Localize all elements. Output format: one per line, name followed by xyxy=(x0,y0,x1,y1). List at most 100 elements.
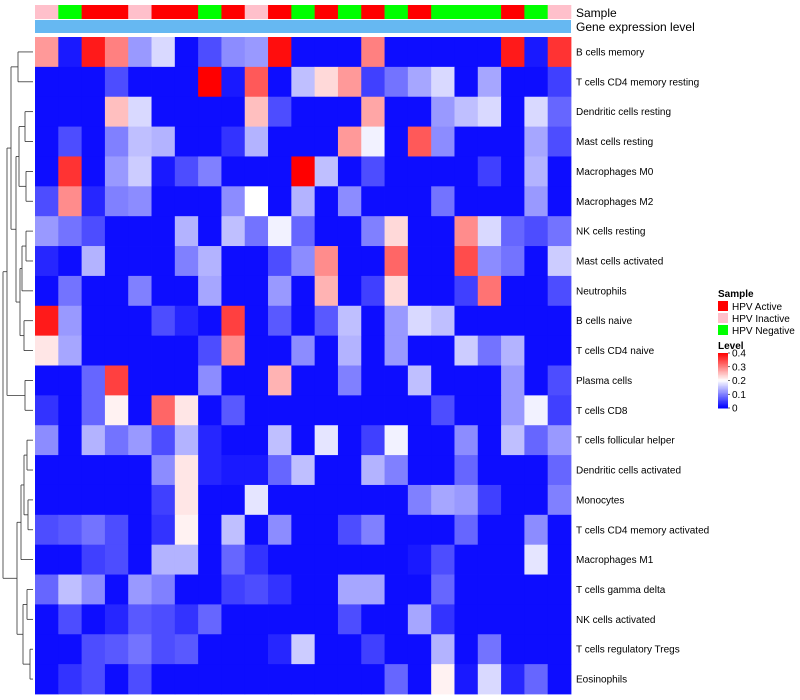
heatmap-cell xyxy=(337,425,362,456)
heatmap-cell xyxy=(431,425,455,456)
heatmap-cell xyxy=(501,365,525,396)
heatmap-cell xyxy=(128,335,152,366)
heatmap-cell xyxy=(337,574,362,605)
heatmap-cell xyxy=(384,246,409,277)
heatmap-cell xyxy=(337,216,362,247)
heatmap-cell xyxy=(58,664,83,695)
row-label: Dendritic cells activated xyxy=(576,466,681,477)
heatmap-cell xyxy=(384,96,409,127)
heatmap-cell xyxy=(174,66,199,98)
heatmap-cell xyxy=(268,37,292,68)
heatmap-cell xyxy=(337,484,362,516)
heatmap-cell xyxy=(361,275,385,307)
heatmap-cell xyxy=(291,305,316,337)
heatmap-cell xyxy=(128,514,152,546)
heatmap-cell xyxy=(104,365,129,396)
sample-legend-label: HPV Active xyxy=(732,302,782,313)
heatmap-cell xyxy=(361,96,385,127)
row-label: B cells memory xyxy=(576,47,644,58)
level-gradient-step xyxy=(718,369,728,372)
heatmap-cell xyxy=(198,96,222,127)
heatmap-cell xyxy=(547,126,572,157)
heatmap-cell xyxy=(454,216,479,247)
heatmap-cell xyxy=(221,126,246,157)
heatmap-cell xyxy=(104,484,129,516)
heatmap-cell xyxy=(407,246,432,277)
heatmap-cell xyxy=(268,544,292,575)
level-gradient-step xyxy=(718,392,728,395)
heatmap-cell xyxy=(268,604,292,635)
heatmap-cell xyxy=(58,156,83,187)
heatmap-cell xyxy=(151,365,176,396)
heatmap-cell xyxy=(268,395,292,426)
heatmap-cell xyxy=(81,216,106,247)
heatmap-cell xyxy=(291,574,316,605)
level-gradient-step xyxy=(718,364,728,366)
heatmap-cell xyxy=(431,156,455,187)
level-gradient-step xyxy=(718,386,728,388)
heatmap-cell xyxy=(198,514,222,546)
heatmap-cell xyxy=(198,574,222,605)
heatmap-cell xyxy=(268,365,292,396)
heatmap-cell xyxy=(151,156,176,187)
heatmap-cell xyxy=(524,664,549,695)
level-legend-title: Level xyxy=(718,341,744,352)
heatmap-cell xyxy=(361,574,385,605)
heatmap-cell xyxy=(221,96,246,127)
heatmap-cell xyxy=(104,66,129,98)
heatmap-cell xyxy=(291,335,316,366)
heatmap-cell xyxy=(221,425,246,456)
heatmap-cell xyxy=(35,365,59,396)
sample-annotation-cell xyxy=(81,5,106,19)
heatmap-cell xyxy=(384,544,409,575)
heatmap-cell xyxy=(501,634,525,665)
heatmap-cell xyxy=(291,96,316,127)
row-label: B cells naive xyxy=(576,316,633,327)
heatmap-cell xyxy=(151,604,176,635)
heatmap-cell xyxy=(407,335,432,366)
heatmap-cell xyxy=(221,66,246,98)
heatmap-cell xyxy=(174,455,199,486)
heatmap-cell xyxy=(268,574,292,605)
heatmap-cell xyxy=(128,216,152,247)
heatmap-cell xyxy=(361,335,385,366)
heatmap-cell xyxy=(104,395,129,426)
heatmap-cell xyxy=(221,216,246,247)
level-tick-label: 0 xyxy=(732,404,738,415)
heatmap-cell xyxy=(314,544,339,575)
heatmap-cell xyxy=(501,156,525,187)
heatmap-cell xyxy=(128,484,152,516)
sample-annotation-cell xyxy=(58,5,82,19)
heatmap-cell xyxy=(81,664,106,695)
row-label: T cells CD8 xyxy=(576,406,628,417)
heatmap-cell xyxy=(291,186,316,217)
sample-legend-swatch xyxy=(718,325,728,335)
row-label: NK cells activated xyxy=(576,615,655,626)
heatmap-cell xyxy=(337,305,362,337)
heatmap-cell xyxy=(104,634,129,665)
sample-annotation-cell xyxy=(35,5,59,19)
heatmap-cell xyxy=(454,246,479,277)
heatmap-cell xyxy=(58,335,83,366)
heatmap-cell xyxy=(454,664,479,695)
heatmap-cell xyxy=(431,365,455,396)
heatmap-cell xyxy=(244,514,269,546)
heatmap-cell xyxy=(384,634,409,665)
heatmap-cell xyxy=(244,305,269,337)
heatmap-cell xyxy=(35,186,59,217)
level-legend: Level 0.4 0.3 0.2 0.1 0 xyxy=(718,341,746,415)
heatmap-cell xyxy=(35,275,59,307)
heatmap-cell xyxy=(58,126,83,157)
heatmap-cell xyxy=(314,455,339,486)
heatmap-cell xyxy=(501,544,525,575)
sample-annotation-cell xyxy=(501,5,525,19)
heatmap-cell xyxy=(35,96,59,127)
heatmap-cell xyxy=(454,604,479,635)
heatmap-cell xyxy=(151,395,176,426)
heatmap-cell xyxy=(81,574,106,605)
heatmap-cell xyxy=(244,425,269,456)
heatmap-cell xyxy=(407,574,432,605)
heatmap-cell xyxy=(384,574,409,605)
heatmap-cell xyxy=(244,126,269,157)
heatmap-cell xyxy=(35,246,59,277)
